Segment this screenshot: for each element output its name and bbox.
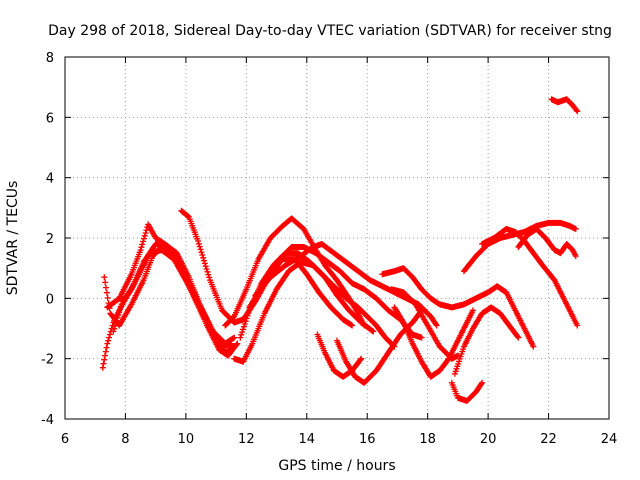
series-markers	[391, 304, 476, 380]
series-markers	[110, 241, 238, 356]
series-pass-o	[388, 286, 461, 362]
x-tick-label: 18	[419, 432, 436, 447]
series-pass-m	[379, 265, 537, 350]
series-pass-g	[222, 215, 368, 329]
x-tick-label: 8	[121, 432, 129, 447]
y-tick-label: 8	[46, 51, 54, 66]
y-tick-label: 4	[46, 172, 54, 187]
y-tick-label: 2	[46, 232, 54, 247]
x-tick-label: 24	[601, 432, 618, 447]
series-pass-k	[314, 331, 365, 380]
x-tick-label: 22	[540, 432, 557, 447]
series-pass-l	[334, 307, 425, 386]
series-markers	[314, 331, 365, 380]
y-tick-label: 0	[46, 292, 54, 307]
series-markers	[222, 215, 368, 329]
series-markers	[334, 307, 425, 386]
series-pass-t	[515, 225, 579, 260]
x-tick-label: 10	[178, 432, 195, 447]
y-axis-label: SDTVAR / TECUs	[5, 181, 21, 296]
series-markers	[448, 379, 486, 404]
x-axis-label: GPS time / hours	[278, 458, 395, 474]
series-markers	[451, 304, 522, 377]
series-pass-u	[548, 96, 581, 115]
y-tick-label: -4	[41, 413, 54, 428]
series-markers	[548, 96, 581, 115]
y-tick-label: -2	[41, 353, 54, 368]
x-tick-label: 20	[480, 432, 497, 447]
x-tick-label: 12	[238, 432, 255, 447]
series-markers	[515, 225, 579, 260]
series-markers	[388, 286, 461, 362]
x-tick-label: 16	[359, 432, 376, 447]
series-pass-d	[110, 241, 238, 356]
series-markers	[379, 265, 537, 350]
series-pass-p	[448, 379, 486, 404]
y-tick-label: 6	[46, 111, 54, 126]
series-pass-q	[451, 304, 522, 377]
x-tick-label: 14	[299, 432, 316, 447]
chart-title: Day 298 of 2018, Sidereal Day-to-day VTE…	[48, 23, 612, 39]
series-pass-n	[391, 304, 476, 380]
x-tick-label: 6	[61, 432, 69, 447]
data-points	[99, 96, 581, 404]
